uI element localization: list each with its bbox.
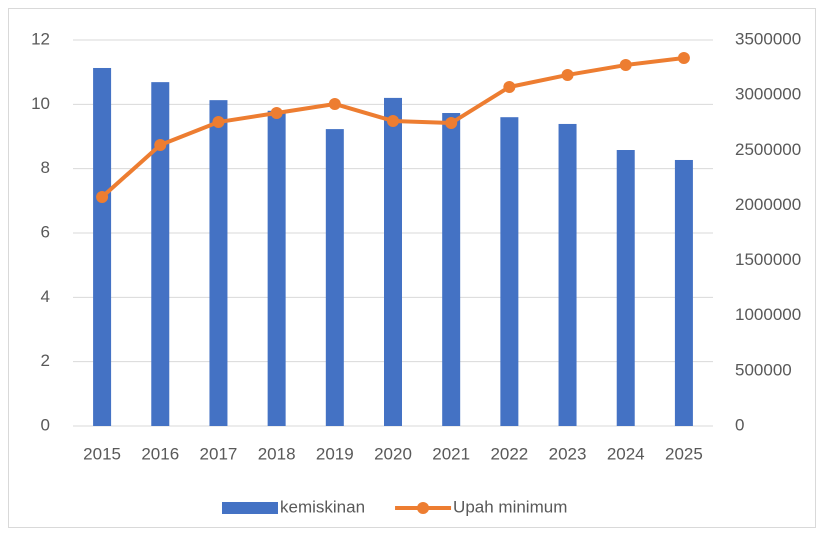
y-tick-label: 0 [41, 415, 50, 434]
bar [442, 113, 461, 426]
x-tick-label: 2021 [432, 444, 470, 463]
y-tick-label: 10 [31, 94, 50, 113]
x-tick-label: 2018 [258, 444, 296, 463]
line-marker [619, 59, 632, 72]
bar [151, 82, 170, 426]
legend-swatch [222, 502, 278, 514]
y2-tick-label: 2500000 [735, 140, 801, 159]
x-tick-label: 2017 [200, 444, 238, 463]
legend-swatch [417, 502, 430, 514]
bar [209, 100, 228, 426]
legend-label: kemiskinan [280, 497, 365, 516]
bar [384, 97, 402, 427]
x-tick-label: 2020 [374, 444, 412, 463]
y-tick-label: 6 [41, 222, 50, 241]
x-tick-label: 2019 [316, 444, 354, 463]
y-tick-label: 8 [41, 158, 50, 177]
line-marker [677, 51, 690, 64]
y2-tick-label: 2000000 [735, 195, 801, 214]
bar [558, 123, 577, 426]
x-tick-label: 2016 [141, 444, 179, 463]
x-tick-label: 2024 [607, 444, 645, 463]
x-tick-label: 2022 [490, 444, 528, 463]
bar [325, 129, 344, 426]
bar [616, 150, 635, 426]
y-tick-label: 4 [41, 287, 50, 306]
y2-tick-label: 3500000 [735, 29, 801, 48]
y2-tick-label: 3000000 [735, 85, 801, 104]
y2-tick-label: 1500000 [735, 250, 801, 269]
line-marker [328, 97, 341, 110]
x-tick-label: 2015 [83, 444, 121, 463]
y2-tick-label: 1000000 [735, 305, 801, 324]
legend-label: Upah minimum [453, 497, 567, 516]
bar [500, 117, 519, 426]
line-marker [212, 116, 225, 129]
y-tick-label: 2 [41, 351, 50, 370]
x-tick-label: 2023 [549, 444, 587, 463]
y-tick-label: 12 [31, 29, 50, 48]
bar [674, 159, 693, 426]
line-marker [270, 107, 283, 120]
y2-tick-label: 500000 [735, 360, 792, 379]
y2-tick-label: 0 [735, 415, 744, 434]
line-marker [387, 114, 399, 127]
line-marker [445, 117, 458, 130]
bar [267, 110, 286, 427]
x-tick-label: 2025 [665, 444, 703, 463]
line-marker [503, 80, 516, 93]
line-marker [96, 191, 109, 204]
bar [93, 67, 112, 427]
line-marker [154, 138, 167, 151]
line-marker [561, 68, 574, 81]
